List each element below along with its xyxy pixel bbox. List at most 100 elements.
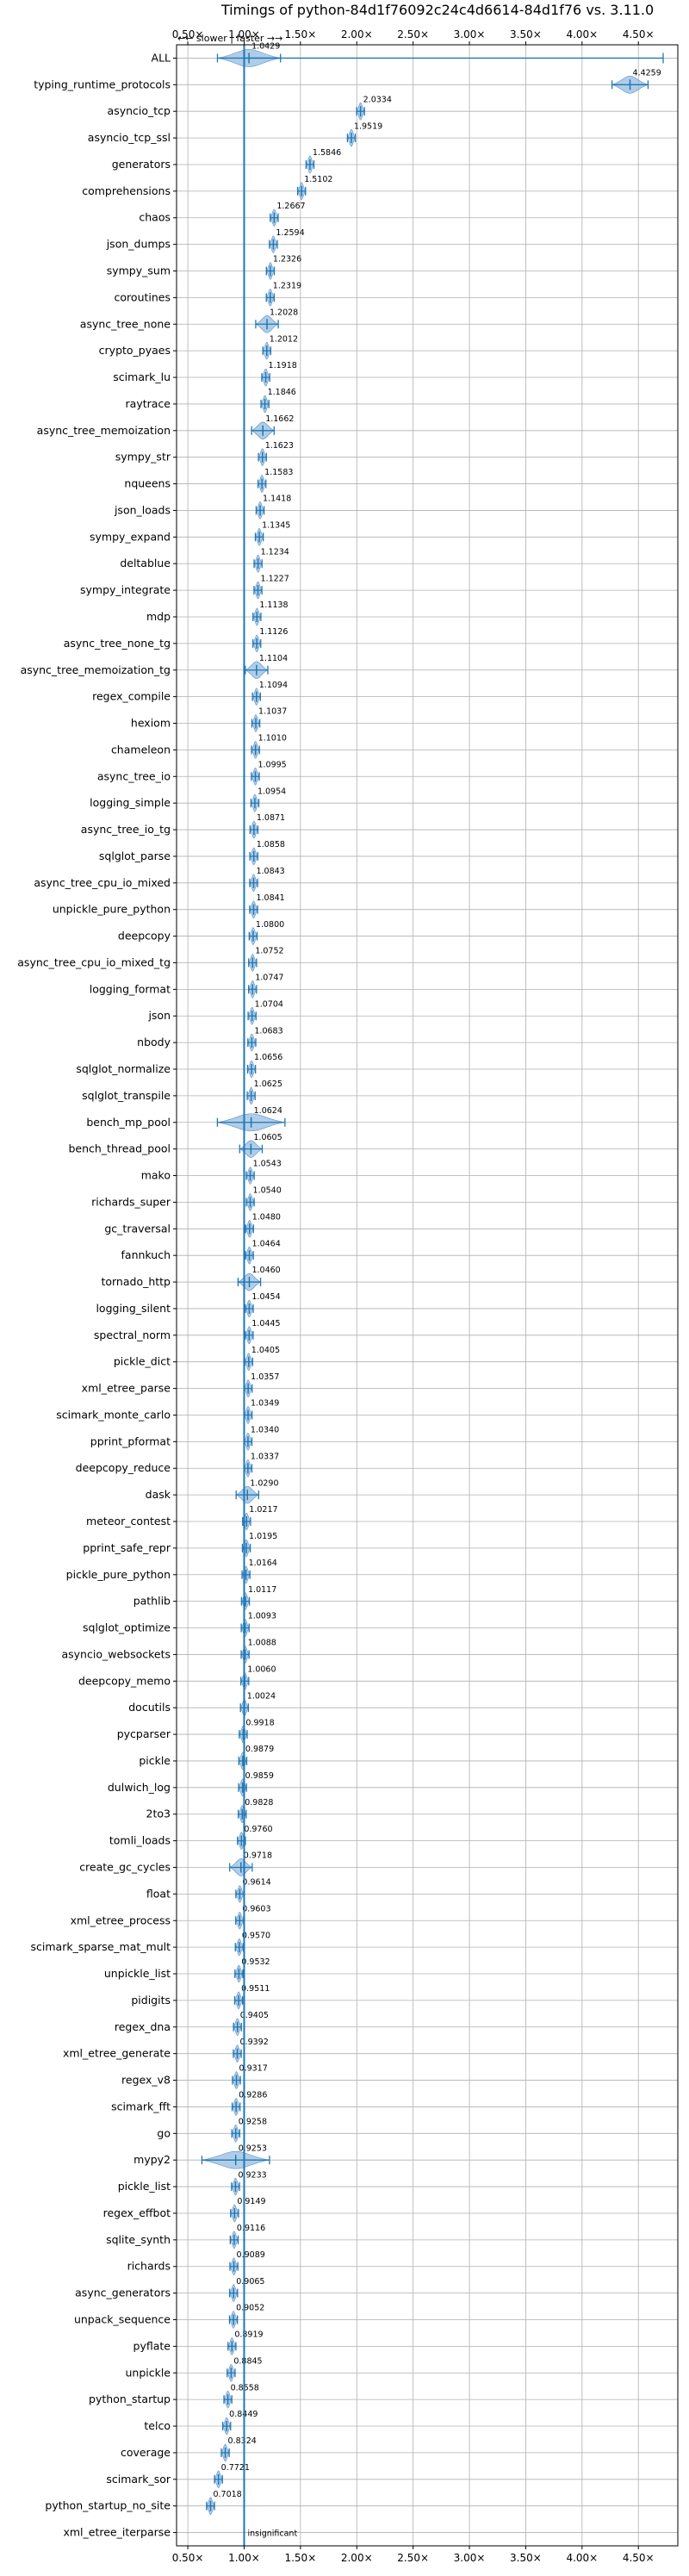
benchmark-label: async_tree_none [80,317,171,330]
plot-frame [176,44,679,2547]
value-label: 1.0195 [249,1532,277,1541]
x-axis: 0.50× 0.50× 1.00× 1.00× 1.50× 1.50× 2.00× 2.00×… [172,28,655,2564]
benchmark-label: meteor_contest [86,1515,171,1528]
benchmark-label: deepcopy_memo [78,1674,171,1687]
value-label: 1.0752 [255,947,283,956]
benchmark-label: gc_traversal [104,1222,171,1235]
value-label: 0.9233 [238,2170,266,2180]
benchmark-label: pickle_list [118,2180,171,2193]
benchmark-label: sympy_sum [107,264,171,277]
value-label: 1.0841 [256,893,284,903]
value-label: 1.2319 [273,282,301,291]
value-label: 0.9317 [239,2064,268,2074]
value-label: 0.9392 [240,2038,269,2047]
benchmark-label: mdp [146,610,171,623]
benchmark-label: regex_dna [115,2020,171,2033]
benchmark-label: sqlglot_optimize [83,1621,171,1634]
chart-title: Timings of python-84d1f76092c24c4d6614-8… [220,2,654,18]
tick-label-top: 4.50× [623,28,655,40]
value-label: 1.0024 [247,1691,276,1701]
value-label: 1.1234 [261,547,289,557]
value-label: 1.0605 [253,1133,282,1142]
benchmark-label: sympy_integrate [80,583,171,596]
benchmark-label: python_startup [89,2392,171,2405]
benchmark-label: sympy_expand [90,530,171,543]
benchmark-label: generators [112,158,171,171]
value-label: 1.0405 [251,1346,280,1355]
value-label: 1.1418 [263,495,291,504]
value-label: 1.1227 [261,574,289,583]
benchmark-label: ALL [152,51,171,64]
benchmark-label: scimark_fft [111,2100,171,2112]
value-label: 0.9405 [240,2011,269,2020]
benchmark-label: pidigits [131,1994,171,2007]
value-label: 1.0117 [248,1585,276,1595]
value-label: 0.9603 [242,1904,270,1913]
tick-label-top: 1.00× [228,28,260,40]
value-label: 1.0543 [253,1160,282,1169]
value-label: 0.9253 [239,2144,267,2153]
value-label: 1.1037 [258,707,287,717]
value-label: 1.0625 [254,1080,282,1089]
benchmark-label: hexiom [131,717,171,730]
benchmark-label: scimark_lu [113,370,171,383]
benchmark-label: coroutines [115,290,171,303]
tick-label-top: 3.00× [454,28,486,40]
value-label: 1.0088 [248,1639,276,1648]
benchmark-label: scimark_monte_carlo [56,1408,171,1421]
benchmark-label: bench_thread_pool [68,1142,171,1155]
value-label: 1.0704 [255,999,283,1009]
value-label: 0.9918 [245,1718,274,1727]
benchmark-label: async_tree_memoization [37,424,171,437]
value-label: 0.9116 [237,2224,265,2233]
tick-label-bottom: 1.00× [228,2552,260,2564]
benchmark-label: scimark_sparse_mat_mult [31,1940,171,1953]
value-label: 0.9286 [239,2091,267,2100]
benchmark-label: sqlglot_transpile [82,1089,171,1102]
value-label: 0.9718 [244,1851,272,1861]
benchmark-label: regex_v8 [121,2074,171,2087]
benchmark-label: unpickle_list [104,1967,171,1980]
benchmark-label: 2to3 [146,1808,171,1820]
benchmark-label: bench_mp_pool [86,1116,171,1129]
value-label: 1.0843 [256,867,284,876]
value-label: 1.0357 [251,1372,279,1382]
direction-hint: ←← slower | faster →→ [177,33,282,44]
value-label: 0.9760 [244,1825,272,1834]
benchmark-label: deepcopy_reduce [76,1461,171,1474]
value-label: 1.0454 [251,1292,280,1302]
benchmark-label: sqlglot_parse [99,849,171,862]
benchmark-label: pprint_pformat [90,1434,171,1447]
tick-label-top: 0.50× [172,28,204,40]
value-label: 1.0656 [254,1053,282,1062]
benchmark-label: unpack_sequence [74,2312,171,2325]
benchmark-label: asyncio_tcp_ssl [88,131,171,144]
value-label: 1.1662 [265,414,294,424]
benchmark-label: json_dumps [106,238,171,251]
benchmark-label: async_tree_cpu_io_mixed [34,876,171,889]
benchmark-label: telco [144,2419,171,2432]
value-label: 1.1138 [259,600,288,610]
value-label: 0.9859 [245,1771,274,1781]
tick-label-bottom: 2.00× [341,2552,373,2564]
value-label: 1.0337 [251,1452,279,1461]
benchmark-label: dulwich_log [108,1781,171,1794]
plot-area: 1.0429 4.4259 2.0334 1.9519 1.5846 1.5102 1.26… [201,42,664,2546]
tick-label-bottom: 0.50× [172,2552,204,2564]
value-label: 1.0460 [251,1266,280,1275]
tick-label-bottom: 1.50× [284,2552,316,2564]
value-label: 1.0060 [247,1664,276,1674]
tick-label-bottom: 2.50× [397,2552,429,2564]
value-label: 4.4259 [633,69,661,78]
benchmark-label: python_startup_no_site [45,2499,171,2512]
benchmark-label: pyflate [133,2339,171,2352]
benchmark-label: richards_super [91,1195,171,1208]
benchmark-label: unpickle_pure_python [53,903,171,916]
value-label: 1.0683 [254,1026,282,1036]
value-label: 1.2326 [273,255,301,264]
value-label: 0.9828 [245,1798,273,1808]
value-label: 1.1094 [259,681,288,690]
value-label: 1.0480 [252,1212,281,1222]
value-label: 1.1583 [264,468,293,477]
